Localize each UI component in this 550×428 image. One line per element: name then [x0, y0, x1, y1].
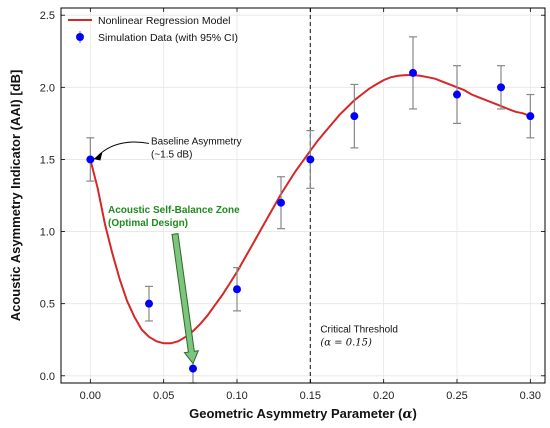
- y-tick-label: 0.5: [40, 299, 55, 311]
- data-point: [233, 285, 241, 294]
- balance-zone-arrow: [171, 233, 200, 365]
- annotations: Baseline Asymmetry (~1.5 dB) Acoustic Self…: [93, 136, 242, 365]
- y-tick-label: 1.5: [40, 154, 55, 166]
- y-tick-label: 0.0: [40, 371, 55, 383]
- balance-zone-arrow-shape: [171, 233, 200, 365]
- data-point: [526, 112, 535, 121]
- y-tick-label: 2.0: [40, 82, 55, 94]
- baseline-label: Baseline Asymmetry: [151, 136, 242, 147]
- data-point: [145, 299, 153, 308]
- data-point: [350, 112, 359, 121]
- x-axis-title: Geometric Asymmetry Parameter (α): [189, 406, 417, 422]
- baseline-sublabel: (~1.5 dB): [151, 149, 192, 160]
- legend: Nonlinear Regression Model Simulation Dat…: [68, 15, 238, 44]
- baseline-arrowhead: [93, 152, 103, 161]
- x-tick-label: 0.25: [446, 390, 467, 402]
- grid: [61, 8, 545, 383]
- x-tick-label: 0.20: [373, 390, 394, 402]
- data-point: [497, 83, 505, 92]
- y-axis-title: Acoustic Asymmetry Indicator (AAI) [dB]: [8, 70, 23, 322]
- y-tick-label: 1.0: [40, 227, 55, 239]
- threshold-group: Critical Threshold (α = 0.15): [309, 8, 398, 383]
- threshold-label-alpha: (α = 0.15): [320, 338, 372, 349]
- data-point: [306, 155, 315, 164]
- legend-label-simulation: Simulation Data (with 95% CI): [98, 32, 238, 44]
- baseline-arrow: [95, 141, 150, 158]
- balance-zone-sublabel: (Optimal Design): [108, 218, 188, 229]
- y-tick-label: 2.5: [40, 10, 55, 22]
- balance-zone-label: Acoustic Self-Balance Zone: [108, 205, 240, 216]
- data-points: [86, 68, 535, 373]
- legend-label-regression: Nonlinear Regression Model: [98, 15, 231, 27]
- data-point: [453, 90, 461, 99]
- threshold-label: Critical Threshold: [320, 325, 398, 336]
- data-point: [409, 68, 417, 77]
- data-point: [189, 364, 197, 373]
- x-tick-label: 0.10: [226, 390, 247, 402]
- axes: 0.00 0.05 0.10 0.15 0.20 0.25 0.30 0.0 0.5 1.0 1.5…: [8, 7, 546, 422]
- data-point: [277, 198, 285, 207]
- x-tick-label: 0.30: [520, 390, 541, 402]
- plot-frame: [60, 7, 546, 384]
- legend-point-swatch: [76, 33, 84, 41]
- data-point: [86, 155, 95, 164]
- x-tick-label: 0.15: [300, 390, 321, 402]
- x-tick-label: 0.05: [153, 390, 174, 402]
- x-tick-label: 0.00: [80, 390, 101, 402]
